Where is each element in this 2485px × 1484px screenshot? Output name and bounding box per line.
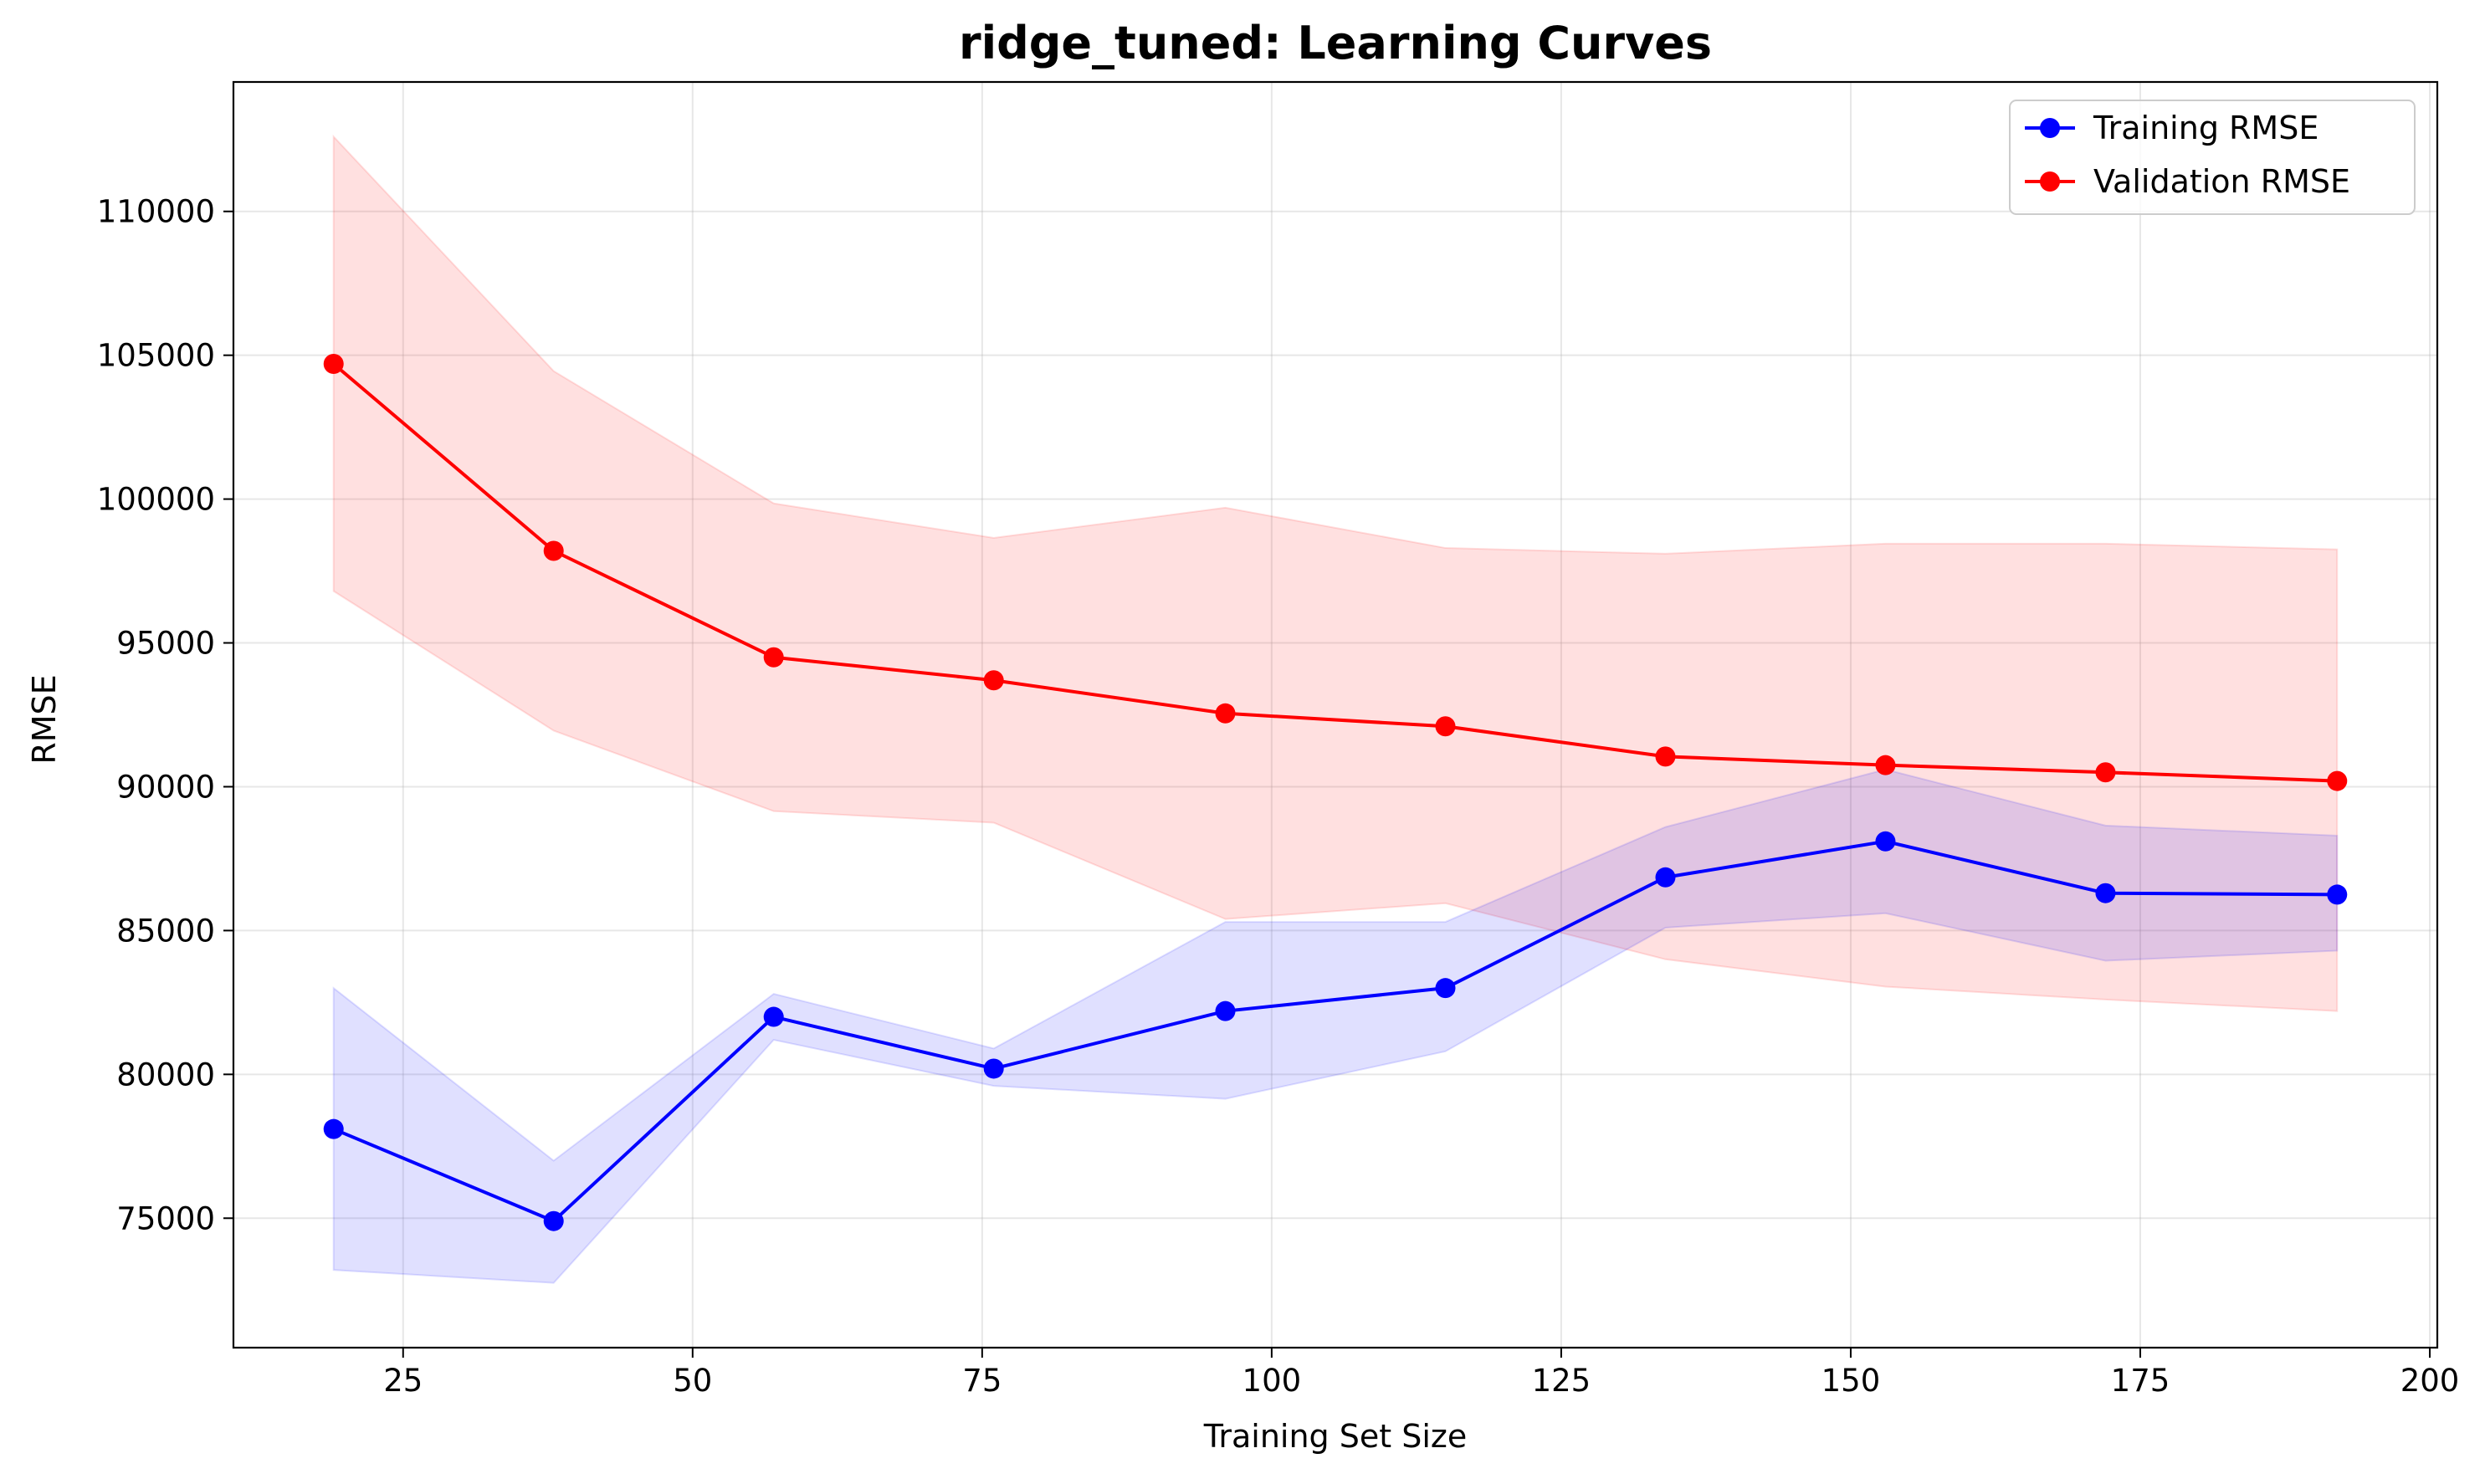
x-tick-label: 100 xyxy=(1242,1363,1302,1399)
point-validation-rmse xyxy=(323,353,344,374)
series-lines xyxy=(332,362,2338,1223)
point-validation-rmse xyxy=(2327,770,2348,791)
legend-marker-training-rmse xyxy=(2040,118,2060,138)
y-tick-label: 75000 xyxy=(116,1200,215,1236)
legend-label-training-rmse: Training RMSE xyxy=(2093,110,2318,146)
legend-label-validation-rmse: Validation RMSE xyxy=(2093,163,2350,200)
chart-title: ridge_tuned: Learning Curves xyxy=(959,17,1712,69)
y-tick-label: 90000 xyxy=(116,769,215,805)
point-validation-rmse xyxy=(1655,746,1676,767)
point-training-rmse xyxy=(1215,1000,1236,1021)
point-validation-rmse xyxy=(2095,762,2116,783)
series-points xyxy=(323,353,2348,1231)
axis-ticks: 25 50 75 100 125 150 175 200 75000 80000 85000 9000… xyxy=(97,194,2460,1399)
point-training-rmse xyxy=(763,1006,784,1027)
point-training-rmse xyxy=(1655,867,1676,888)
x-tick-label: 150 xyxy=(1821,1363,1881,1399)
point-validation-rmse xyxy=(763,647,784,668)
point-training-rmse xyxy=(543,1210,564,1231)
band-training-rmse xyxy=(332,768,2339,1284)
y-tick-label: 105000 xyxy=(97,338,215,374)
point-training-rmse xyxy=(983,1058,1004,1079)
y-tick-label: 80000 xyxy=(116,1057,215,1093)
point-training-rmse xyxy=(323,1118,344,1139)
y-tick-label: 100000 xyxy=(97,482,215,518)
legend: Training RMSE Validation RMSE xyxy=(2009,100,2416,215)
line-training-rmse xyxy=(332,839,2338,1223)
x-tick-label: 125 xyxy=(1532,1363,1591,1399)
x-tick-label: 50 xyxy=(673,1363,712,1399)
legend-box xyxy=(2009,100,2416,215)
line-validation-rmse xyxy=(332,362,2338,783)
x-tick-label: 75 xyxy=(962,1363,1002,1399)
point-validation-rmse xyxy=(543,540,564,561)
confidence-bands xyxy=(332,134,2339,1284)
y-axis-label: RMSE xyxy=(26,674,63,764)
point-validation-rmse xyxy=(1215,703,1236,724)
y-tick-label: 95000 xyxy=(116,626,215,662)
x-tick-label: 175 xyxy=(2111,1363,2170,1399)
point-training-rmse xyxy=(1435,978,1456,999)
point-training-rmse xyxy=(1875,831,1896,852)
x-tick-label: 200 xyxy=(2400,1363,2460,1399)
grid-layer xyxy=(233,82,2437,1348)
band-validation-rmse xyxy=(332,134,2339,1012)
x-tick-label: 25 xyxy=(383,1363,423,1399)
point-validation-rmse xyxy=(1875,755,1896,775)
point-validation-rmse xyxy=(1435,716,1456,737)
y-tick-label: 85000 xyxy=(116,913,215,949)
legend-marker-validation-rmse xyxy=(2040,171,2060,192)
point-training-rmse xyxy=(2095,883,2116,903)
point-validation-rmse xyxy=(983,670,1004,691)
plot-frame xyxy=(232,80,2439,1349)
x-axis-label: Training Set Size xyxy=(1203,1418,1468,1455)
y-tick-label: 110000 xyxy=(97,194,215,230)
point-training-rmse xyxy=(2327,884,2348,905)
